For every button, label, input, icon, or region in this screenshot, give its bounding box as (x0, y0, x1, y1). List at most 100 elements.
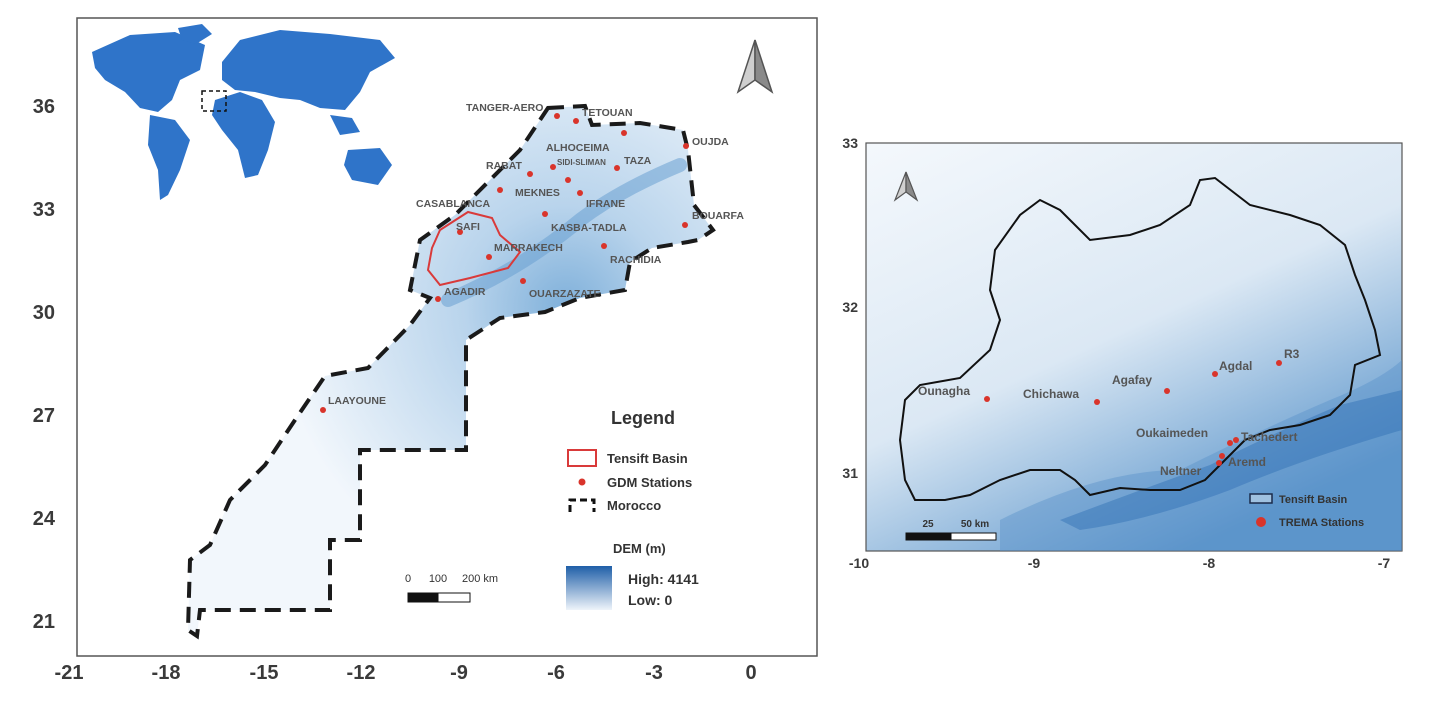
legend-item-label: GDM Stations (607, 475, 692, 490)
right-map-frame (865, 142, 1403, 552)
x-tick-label: 0 (745, 662, 756, 684)
station-marker (1276, 360, 1282, 366)
x-tick-label: -3 (645, 662, 663, 684)
left-legend: Legend Tensift Basin GDM Stations Morocc… (566, 408, 699, 610)
scale-label: 0 (405, 573, 411, 585)
station-marker (1219, 453, 1225, 459)
gdm-station-labels: TANGER-AERO TETOUAN OUJDA ALHOCEIMA SIDI… (328, 102, 744, 407)
station-label: RABAT (486, 160, 523, 172)
right-y-axis: 33 32 31 (842, 135, 858, 481)
station-marker (320, 407, 326, 413)
australia (344, 148, 392, 185)
station-label: BOUARFA (692, 210, 744, 222)
station-label: Agafay (1112, 373, 1152, 387)
dem-high-label: High: 4141 (628, 571, 699, 587)
station-marker (554, 113, 560, 119)
station-marker (573, 118, 579, 124)
station-label: TAZA (624, 155, 652, 167)
station-label: KASBA-TADLA (551, 222, 627, 234)
station-marker (601, 243, 607, 249)
x-tick-label: -9 (1028, 555, 1041, 571)
station-label: Neltner (1160, 464, 1202, 478)
station-marker (527, 171, 533, 177)
y-tick-label: 21 (33, 611, 55, 633)
station-marker (577, 190, 583, 196)
atlas-relief (1000, 360, 1402, 551)
morocco-border (185, 103, 716, 640)
station-label: OUJDA (692, 136, 729, 148)
station-marker (497, 187, 503, 193)
legend-item-label: Tensift Basin (607, 451, 688, 466)
y-tick-label: 30 (33, 302, 55, 324)
legend-item-label: TREMA Stations (1279, 517, 1364, 529)
atlas-relief-dark (1060, 390, 1402, 530)
station-label: SAFI (456, 221, 480, 233)
eurasia (222, 30, 395, 110)
station-marker (1212, 371, 1218, 377)
station-marker (614, 165, 620, 171)
station-marker (1233, 437, 1239, 443)
tensift-basin-outline (426, 210, 522, 287)
station-label: OUARZAZATE (529, 288, 601, 300)
legend-title: Legend (611, 408, 675, 428)
atlas-ridge (441, 158, 687, 307)
gdm-stations (320, 113, 689, 413)
station-marker (435, 296, 441, 302)
morocco-inset-box (201, 90, 227, 112)
y-tick-label: 36 (33, 96, 55, 118)
world-inset (92, 24, 395, 200)
x-tick-label: -10 (849, 555, 869, 571)
x-tick-label: -7 (1378, 555, 1391, 571)
station-marker (984, 396, 990, 402)
x-tick-label: -15 (250, 662, 279, 684)
station-label: MARRAKECH (494, 242, 563, 254)
station-label: Agdal (1219, 359, 1252, 373)
station-marker (1227, 440, 1233, 446)
north-america (92, 32, 205, 112)
x-tick-label: -8 (1203, 555, 1216, 571)
scale-label: 50 km (961, 519, 989, 530)
station-marker (1094, 399, 1100, 405)
station-label: RACHIDIA (610, 254, 662, 266)
station-label: CASABLANCA (416, 198, 490, 210)
station-label: Chichawa (1023, 387, 1079, 401)
trema-station-swatch (1256, 517, 1266, 527)
africa (212, 92, 275, 178)
left-scale-bar: 0 100 200 km (405, 573, 498, 603)
x-tick-label: -21 (55, 662, 84, 684)
tensift-basin-swatch (1249, 493, 1273, 504)
station-marker (486, 254, 492, 260)
dem-low-label: Low: 0 (628, 592, 673, 608)
y-tick-label: 33 (33, 199, 55, 221)
y-tick-label: 32 (842, 299, 858, 315)
station-marker (621, 130, 627, 136)
tensift-basin-swatch (567, 449, 597, 467)
right-legend: Tensift Basin TREMA Stations (1249, 493, 1364, 529)
station-label: IFRANE (586, 198, 625, 210)
scale-label: 100 (429, 573, 447, 585)
x-tick-label: -18 (152, 662, 181, 684)
x-tick-label: -12 (347, 662, 376, 684)
north-arrow-icon (736, 39, 774, 94)
trema-stations (984, 360, 1282, 466)
station-label: Tachedert (1241, 430, 1297, 444)
station-marker (542, 211, 548, 217)
station-marker (565, 177, 571, 183)
x-tick-label: -9 (450, 662, 468, 684)
station-label: Aremd (1228, 455, 1266, 469)
station-marker (520, 278, 526, 284)
dem-color-ramp (566, 566, 612, 610)
south-america (148, 115, 190, 200)
station-label: MEKNES (515, 187, 560, 199)
station-marker (457, 229, 463, 235)
gdm-station-swatch (578, 478, 586, 486)
station-marker (1216, 460, 1222, 466)
trema-station-labels: Ounagha Chichawa Agafay Agdal R3 Oukaime… (918, 347, 1300, 478)
station-label: TANGER-AERO (466, 102, 543, 114)
morocco-border-swatch (568, 498, 596, 512)
y-tick-label: 27 (33, 405, 55, 427)
scale-label: 25 (922, 519, 934, 530)
north-arrow-icon (893, 171, 919, 202)
station-label: ALHOCEIMA (546, 142, 610, 154)
